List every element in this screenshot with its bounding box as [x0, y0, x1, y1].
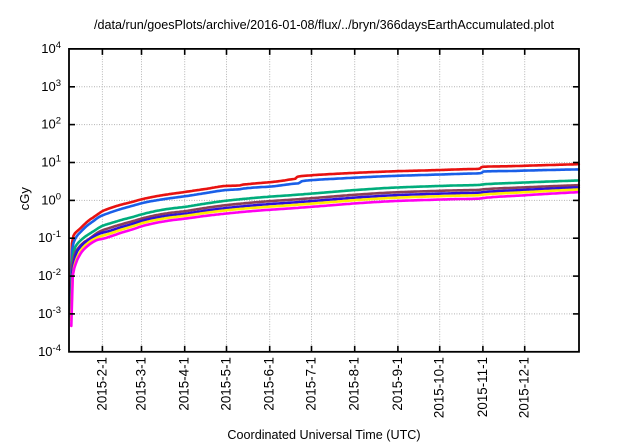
- svg-text:2015-3-1: 2015-3-1: [134, 357, 149, 411]
- svg-text:2015-7-1: 2015-7-1: [304, 357, 319, 411]
- svg-text:Coordinated Universal Time (UT: Coordinated Universal Time (UTC): [227, 428, 420, 442]
- svg-text:2015-5-1: 2015-5-1: [219, 357, 234, 411]
- svg-text:cGy: cGy: [17, 187, 32, 211]
- svg-text:2015-2-1: 2015-2-1: [94, 357, 109, 411]
- svg-text:2015-6-1: 2015-6-1: [262, 357, 277, 411]
- svg-text:2015-9-1: 2015-9-1: [390, 357, 405, 411]
- svg-text:2015-11-1: 2015-11-1: [475, 357, 490, 417]
- svg-text:2015-8-1: 2015-8-1: [347, 357, 362, 411]
- svg-text:2015-12-1: 2015-12-1: [517, 357, 532, 418]
- svg-text:/data/run/goesPlots/archive/20: /data/run/goesPlots/archive/2016-01-08/f…: [94, 18, 554, 32]
- svg-text:2015-4-1: 2015-4-1: [177, 357, 192, 411]
- svg-text:2015-10-1: 2015-10-1: [432, 357, 447, 418]
